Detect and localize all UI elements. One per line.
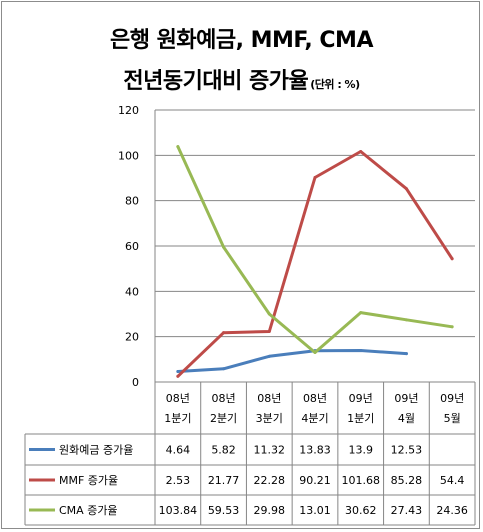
x-tick-label: 08년: [257, 392, 281, 405]
legend-label: MMF 증가율: [59, 474, 118, 487]
legend-label: 원화예금 증가율: [59, 444, 133, 457]
chart-subtitle: 전년동기대비 증가율: [123, 69, 309, 94]
data-label: 12.53: [391, 444, 423, 457]
data-point: [404, 352, 408, 356]
chart-unit: (단위 : %): [310, 78, 360, 91]
data-point: [450, 325, 454, 329]
x-tick-label: 1분기: [164, 412, 191, 425]
series-line: [176, 349, 408, 373]
data-label: 4.64: [166, 444, 191, 457]
x-tick-label: 4월: [398, 412, 415, 425]
data-point: [176, 145, 180, 149]
data-point: [176, 369, 180, 373]
x-tick-label: 08년: [303, 392, 327, 405]
series-line: [176, 150, 454, 378]
data-point: [404, 318, 408, 322]
data-label: 22.28: [254, 474, 286, 487]
chart-title: 은행 원화예금, MMF, CMA: [110, 28, 373, 53]
y-tick-label: 20: [125, 331, 139, 344]
data-point: [404, 187, 408, 191]
data-label: 29.98: [254, 504, 286, 517]
y-tick-label: 100: [118, 149, 139, 162]
chart-subtitle-line: 전년동기대비 증가율 (단위 : %): [0, 63, 483, 95]
data-point: [359, 348, 363, 352]
data-label: 85.28: [391, 474, 423, 487]
y-tick-label: 40: [125, 285, 139, 298]
x-tick-label: 4분기: [301, 412, 328, 425]
data-label: 59.53: [208, 504, 240, 517]
x-tick-label: 2분기: [210, 412, 237, 425]
data-label: 13.01: [299, 504, 331, 517]
data-point: [222, 331, 226, 335]
data-label: 24.36: [436, 504, 468, 517]
data-point: [176, 374, 180, 378]
x-tick-label: 09년: [440, 392, 464, 405]
data-label: 27.43: [391, 504, 423, 517]
data-point: [450, 257, 454, 261]
data-point: [313, 351, 317, 355]
data-label: 13.83: [299, 444, 331, 457]
data-point: [267, 354, 271, 358]
y-tick-label: 120: [118, 104, 139, 117]
data-label: 103.84: [159, 504, 198, 517]
data-label: 101.68: [341, 474, 380, 487]
data-label: 5.82: [211, 444, 236, 457]
x-tick-label: 09년: [394, 392, 418, 405]
data-point: [222, 245, 226, 249]
data-point: [267, 329, 271, 333]
x-tick-label: 1분기: [347, 412, 374, 425]
x-tick-label: 09년: [349, 392, 373, 405]
data-point: [359, 311, 363, 315]
x-tick-label: 5월: [444, 412, 461, 425]
data-label: 2.53: [166, 474, 191, 487]
data-label: 90.21: [299, 474, 331, 487]
legend-label: CMA 증가율: [59, 504, 118, 517]
data-point: [313, 176, 317, 180]
data-label: 13.9: [348, 444, 373, 457]
data-point: [222, 367, 226, 371]
data-label: 30.62: [345, 504, 377, 517]
x-tick-label: 08년: [212, 392, 236, 405]
data-label: 54.4: [440, 474, 465, 487]
x-tick-label: 3분기: [256, 412, 283, 425]
data-point: [267, 312, 271, 316]
y-tick-label: 80: [125, 195, 139, 208]
data-point: [359, 150, 363, 154]
x-tick-label: 08년: [166, 392, 190, 405]
y-tick-label: 60: [125, 240, 139, 253]
y-tick-label: 0: [132, 376, 139, 389]
data-label: 11.32: [254, 444, 286, 457]
data-label: 21.77: [208, 474, 240, 487]
